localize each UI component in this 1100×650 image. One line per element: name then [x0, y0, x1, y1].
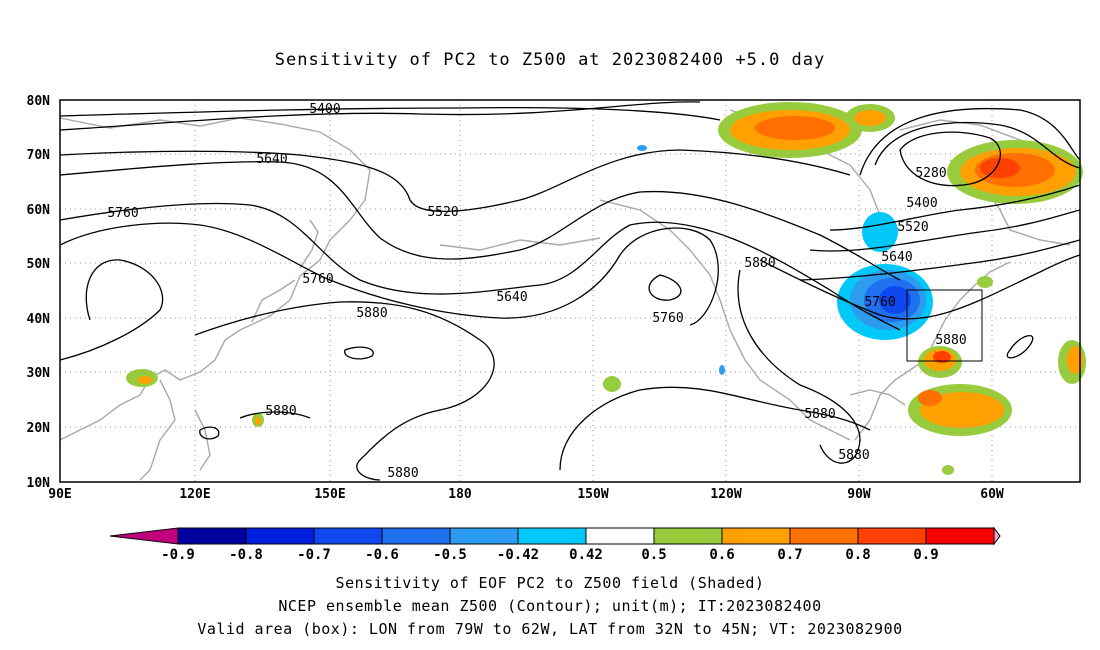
contour-label: 5880 — [356, 306, 387, 321]
colorbar-label: -0.6 — [365, 547, 399, 563]
lat-label: 80N — [27, 94, 51, 109]
lon-axis: 90E 120E 150E 180 150W 120W 90W 60W — [48, 487, 1004, 502]
contour-label: 5880 — [935, 333, 966, 348]
lon-label: 60W — [980, 487, 1004, 502]
colorbar-label: -0.7 — [297, 547, 331, 563]
lat-label: 70N — [27, 148, 51, 163]
contour-label: 5280 — [915, 166, 946, 181]
colorbar-labels: -0.9 -0.8 -0.7 -0.6 -0.5 -0.42 0.42 0.5 … — [161, 547, 939, 563]
lon-label: 120W — [710, 487, 741, 502]
colorbar-label: 0.6 — [709, 547, 734, 563]
colorbar-bin — [925, 527, 995, 545]
colorbar-bin — [381, 527, 451, 545]
lat-label: 20N — [27, 421, 51, 436]
lon-label: 120E — [179, 487, 210, 502]
contour-label: 5760 — [302, 272, 333, 287]
contour-label: 5880 — [265, 404, 296, 419]
lat-label: 10N — [27, 476, 51, 491]
colorbar-under-triangle — [109, 527, 179, 545]
lat-axis: 80N 70N 60N 50N 40N 30N 20N 10N — [27, 94, 51, 491]
contour-label: 5760 — [864, 295, 895, 310]
contour-label: 5640 — [496, 290, 527, 305]
lat-label: 40N — [27, 312, 51, 327]
contour-label: 5640 — [881, 250, 912, 265]
contour-label: 5760 — [652, 311, 683, 326]
colorbar-bin — [517, 527, 587, 545]
lon-label: 150W — [577, 487, 608, 502]
colorbar-label: 0.7 — [777, 547, 802, 563]
colorbar-bin — [721, 527, 791, 545]
caption-shaded: Sensitivity of EOF PC2 to Z500 field (Sh… — [335, 574, 765, 592]
z500-contours — [59, 101, 1081, 481]
contour-label: 5880 — [744, 256, 775, 271]
colorbar-bin — [449, 527, 519, 545]
colorbar — [109, 526, 1001, 546]
lat-label: 30N — [27, 366, 51, 381]
colorbar-label: -0.8 — [229, 547, 263, 563]
shading — [126, 102, 1086, 475]
lon-label: 150E — [314, 487, 345, 502]
contour-label: 5520 — [427, 205, 458, 220]
colorbar-label: -0.42 — [497, 547, 539, 563]
lon-label: 90W — [847, 487, 871, 502]
lat-label: 60N — [27, 203, 51, 218]
colorbar-label: 0.42 — [569, 547, 603, 563]
map-frame — [59, 99, 1081, 483]
colorbar-bin — [653, 527, 723, 545]
colorbar-label: 0.9 — [913, 547, 938, 563]
lat-label: 50N — [27, 257, 51, 272]
valid-area-box — [906, 289, 983, 362]
gridlines — [60, 100, 1080, 482]
colorbar-bin — [857, 527, 927, 545]
contour-label: 5880 — [387, 466, 418, 481]
contour-label: 5760 — [107, 206, 138, 221]
contour-label: 5880 — [804, 407, 835, 422]
colorbar-bin — [585, 527, 655, 545]
colorbar-over-triangle — [993, 526, 1001, 546]
colorbar-bin — [245, 527, 315, 545]
contour-labels: 5400 5640 5520 5760 5760 5640 5880 5760 … — [107, 102, 966, 481]
colorbar-bin — [313, 527, 383, 545]
map-title: Sensitivity of PC2 to Z500 at 2023082400… — [274, 50, 826, 70]
lon-label: 90E — [48, 487, 71, 502]
colorbar-label: 0.8 — [845, 547, 870, 563]
contour-label: 5520 — [897, 220, 928, 235]
colorbar-label: 0.5 — [641, 547, 666, 563]
contour-label: 5400 — [906, 196, 937, 211]
lon-label: 180 — [448, 487, 472, 502]
caption-contour: NCEP ensemble mean Z500 (Contour); unit(… — [278, 597, 822, 615]
contour-label: 5400 — [309, 102, 340, 117]
colorbar-bin — [789, 527, 859, 545]
colorbar-bin — [177, 527, 247, 545]
contour-label: 5880 — [838, 448, 869, 463]
contour-label: 5640 — [256, 152, 287, 167]
colorbar-label: -0.9 — [161, 547, 195, 563]
colorbar-label: -0.5 — [433, 547, 467, 563]
caption-valid-area: Valid area (box): LON from 79W to 62W, L… — [197, 620, 903, 638]
